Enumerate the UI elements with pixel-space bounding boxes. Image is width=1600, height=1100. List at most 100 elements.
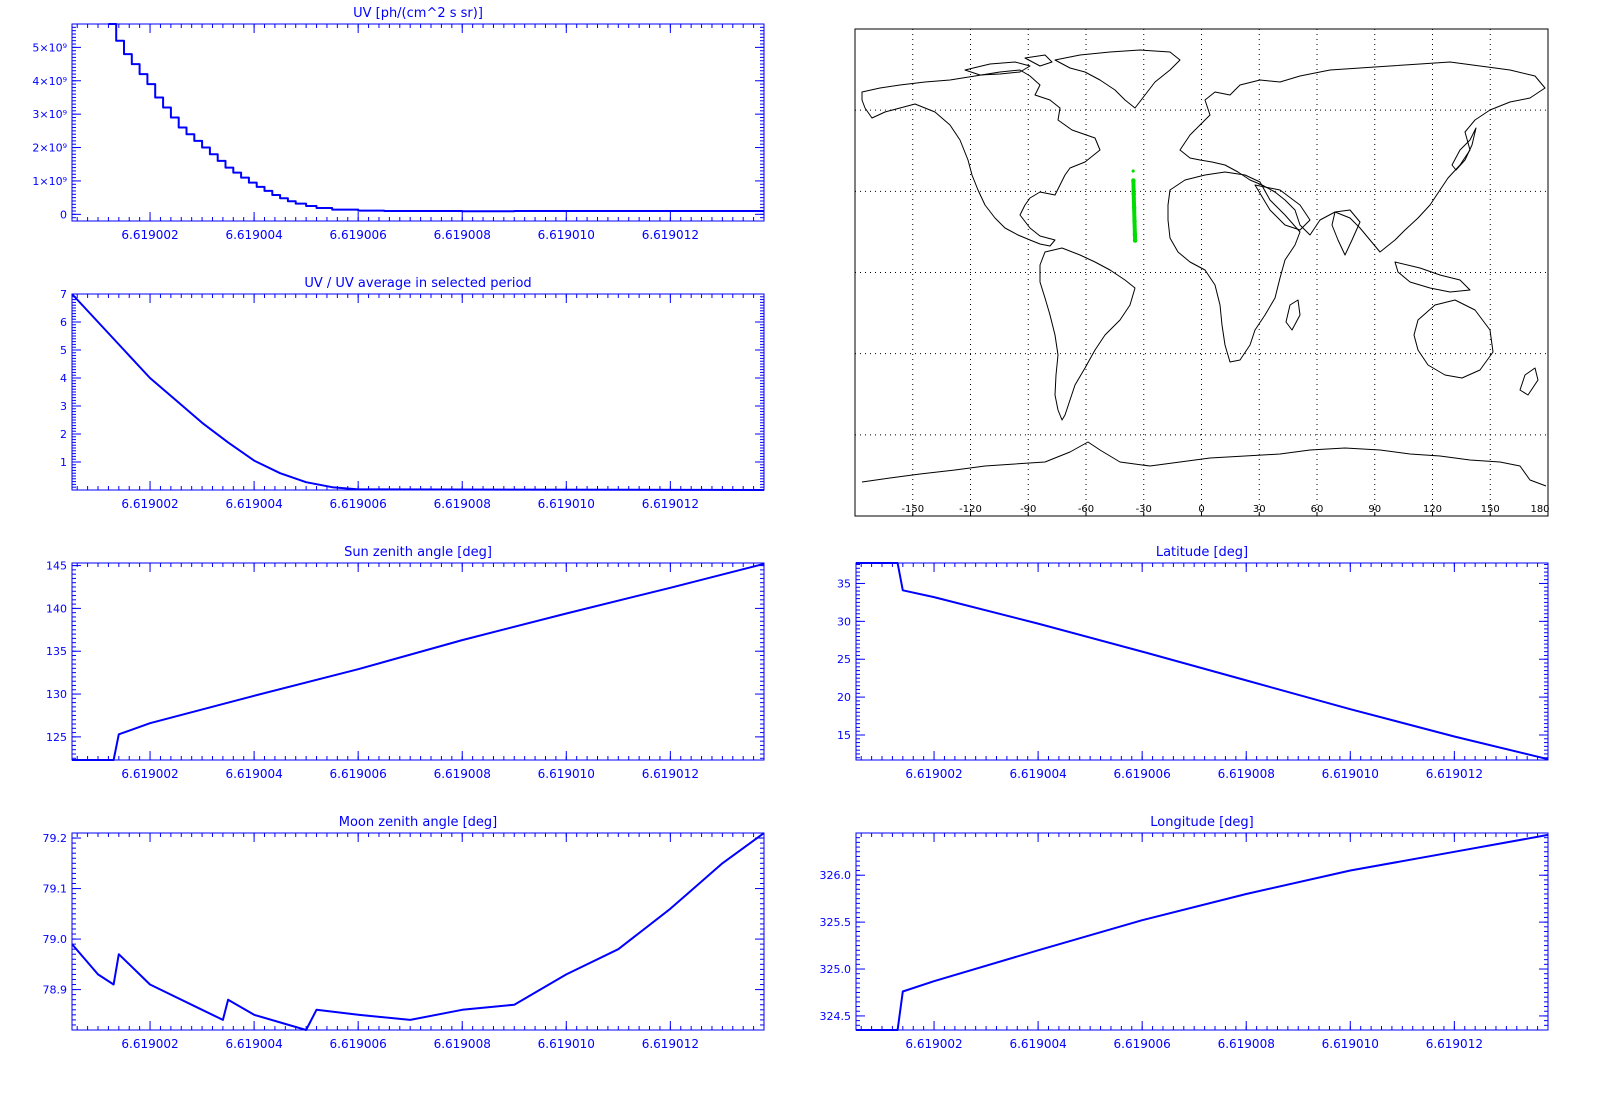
x-tick-label: 6.619012 xyxy=(1426,767,1483,781)
coast-antarctica xyxy=(861,441,1547,487)
y-tick-label: 79.2 xyxy=(43,832,68,845)
y-tick-label: 15 xyxy=(837,729,851,742)
y-tick-label: 4 xyxy=(60,372,67,385)
y-tick-label: 79.0 xyxy=(43,933,68,946)
coast-eurasia xyxy=(1179,61,1546,253)
panel-moon-zenith: Moon zenith angle [deg] 6.619002 6.619004 6… xyxy=(43,815,765,1051)
coast-north-america xyxy=(861,69,1101,247)
x-tick-label: 6.619010 xyxy=(538,497,595,511)
plot-frame xyxy=(855,832,1549,1031)
y-tick-label: 140 xyxy=(46,602,67,615)
x-tick-label: 6.619010 xyxy=(538,767,595,781)
x-tick-label: 6.619002 xyxy=(121,497,178,511)
plot-frame xyxy=(855,562,1549,761)
y-tick-label: 4×10⁹ xyxy=(32,75,67,88)
x-tick-label: 6.619010 xyxy=(1322,767,1379,781)
panel-uv: UV [ph/(cm^2 s sr)] 6.619002 6.619004 6.619… xyxy=(32,6,765,242)
coast-india xyxy=(1331,209,1361,256)
x-tick-label: 6.619004 xyxy=(225,767,282,781)
coast-new-zealand xyxy=(1519,367,1539,396)
plot-frame xyxy=(71,832,765,1031)
panel-latitude: Latitude [deg] 6.619002 6.619004 6.619006 6.… xyxy=(837,545,1549,781)
coastlines xyxy=(861,49,1547,487)
panel-sun-zenith: Sun zenith angle [deg] 6.619002 6.619004 6.… xyxy=(46,545,765,781)
series-line xyxy=(856,562,1549,761)
y-tick-label: 125 xyxy=(46,731,67,744)
x-tick-label: 6.619010 xyxy=(1322,1037,1379,1051)
x-tick-label: 6.619008 xyxy=(434,497,491,511)
series-line xyxy=(72,562,765,761)
y-tick-label: 35 xyxy=(837,577,851,590)
chart-title: Sun zenith angle [deg] xyxy=(344,545,492,560)
y-tick-label: 1 xyxy=(60,456,67,469)
y-tick-label: 25 xyxy=(837,653,851,666)
coast-greenland xyxy=(1054,49,1181,109)
chart-title: Longitude [deg] xyxy=(1150,815,1253,830)
y-tick-label: 2 xyxy=(60,428,67,441)
y-tick-label: 325.0 xyxy=(820,963,852,976)
x-tick-label: 6.619012 xyxy=(1426,1037,1483,1051)
coast-africa xyxy=(1167,171,1301,363)
y-tick-label: 20 xyxy=(837,691,851,704)
x-tick-label: 6.619004 xyxy=(1009,1037,1066,1051)
y-tick-label: 30 xyxy=(837,615,851,628)
plot-frame xyxy=(71,23,765,222)
map-lon-label: 90 xyxy=(1368,504,1381,515)
map-lon-label: -120 xyxy=(959,504,982,515)
x-tick-label: 6.619004 xyxy=(225,228,282,242)
series-line xyxy=(71,832,765,1031)
y-tick-label: 135 xyxy=(46,645,67,658)
track-line xyxy=(1131,178,1138,243)
x-tick-label: 6.619012 xyxy=(642,767,699,781)
track-point xyxy=(1131,169,1135,173)
x-tick-label: 6.619002 xyxy=(905,1037,962,1051)
map-lon-label: -90 xyxy=(1020,504,1036,515)
panel-longitude: Longitude [deg] 6.619002 6.619004 6.619006 6… xyxy=(820,815,1549,1051)
map-frame xyxy=(854,28,1549,517)
map-lon-label: -150 xyxy=(901,504,924,515)
x-tick-label: 6.619002 xyxy=(121,228,178,242)
x-tick-label: 6.619004 xyxy=(225,1037,282,1051)
y-tick-label: 78.9 xyxy=(43,984,68,997)
panel-uv-ratio: UV / UV average in selected period 6.6190… xyxy=(60,276,765,511)
x-tick-label: 6.619006 xyxy=(1114,1037,1171,1051)
map-gridlines: -150 -120 -90 -60 -30 0 30 60 90 120 150 180 xyxy=(855,29,1550,516)
y-tick-label: 324.5 xyxy=(820,1010,852,1023)
map-lon-label: 0 xyxy=(1198,504,1204,515)
x-tick-label: 6.619010 xyxy=(538,1037,595,1051)
y-tick-label: 3 xyxy=(60,400,67,413)
y-tick-label: 326.0 xyxy=(820,869,852,882)
plot-frame xyxy=(71,293,765,491)
chart-title: UV / UV average in selected period xyxy=(304,276,531,291)
map-lon-label: 150 xyxy=(1481,504,1500,515)
y-tick-label: 5 xyxy=(60,344,67,357)
series-line xyxy=(856,833,1549,1031)
x-tick-label: 6.619012 xyxy=(642,228,699,242)
x-tick-label: 6.619008 xyxy=(434,228,491,242)
y-tick-label: 79.1 xyxy=(43,883,68,896)
x-tick-label: 6.619006 xyxy=(1114,767,1171,781)
y-tick-label: 130 xyxy=(46,688,67,701)
x-tick-label: 6.619006 xyxy=(330,497,387,511)
y-tick-label: 0 xyxy=(60,208,67,221)
x-tick-label: 6.619006 xyxy=(330,228,387,242)
map-lon-label: 60 xyxy=(1311,504,1324,515)
y-tick-label: 1×10⁹ xyxy=(32,175,67,188)
y-tick-label: 6 xyxy=(60,316,67,329)
x-tick-label: 6.619012 xyxy=(642,497,699,511)
x-tick-label: 6.619002 xyxy=(905,767,962,781)
y-tick-label: 145 xyxy=(46,560,67,573)
x-tick-label: 6.619008 xyxy=(1218,767,1275,781)
x-tick-label: 6.619008 xyxy=(434,767,491,781)
coast-south-america xyxy=(1039,247,1136,421)
map-lon-label: 180 xyxy=(1530,504,1549,515)
coast-japan xyxy=(1451,127,1477,171)
chart-title: Latitude [deg] xyxy=(1156,545,1248,560)
x-tick-label: 6.619004 xyxy=(225,497,282,511)
x-tick-label: 6.619010 xyxy=(538,228,595,242)
map-lon-label: 120 xyxy=(1423,504,1442,515)
map-lon-label: 30 xyxy=(1253,504,1266,515)
x-tick-label: 6.619012 xyxy=(642,1037,699,1051)
map-lon-label: -30 xyxy=(1136,504,1152,515)
